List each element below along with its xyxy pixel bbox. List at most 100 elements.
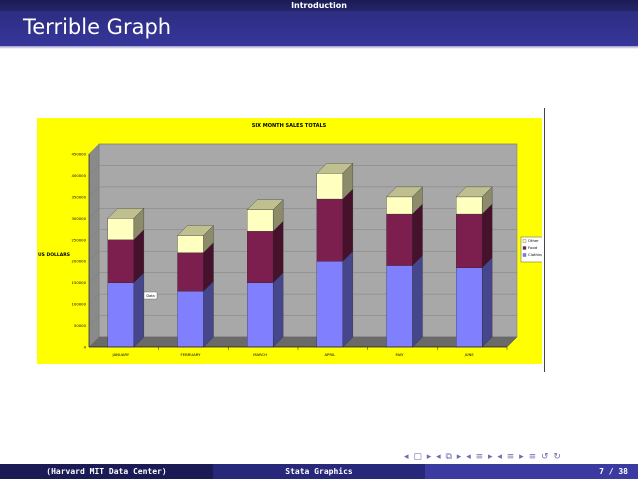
annotation-text: Data: [146, 294, 154, 298]
nav-align-icon[interactable]: ≡: [528, 452, 538, 462]
bar-stack: [107, 207, 145, 348]
y-tick-label: 0: [84, 345, 87, 350]
bar-segment: [386, 265, 413, 348]
chart-title: SIX MONTH SALES TOTALS: [252, 123, 327, 129]
bar-segment-side: [482, 203, 493, 269]
legend-label: Clothing: [528, 252, 542, 257]
frame-title-bar: Terrible Graph: [0, 11, 638, 46]
gridline: [88, 208, 517, 219]
x-tick-label: APRIL: [324, 352, 336, 357]
bar-segment-side: [273, 220, 284, 284]
nav-loop-icon[interactable]: ↺ ↻: [541, 452, 562, 462]
legend-label: Other: [528, 238, 539, 243]
chart-image: 0 50000 100000 150000 200000 250000 300000 3500…: [37, 118, 544, 364]
gridline: [88, 293, 517, 305]
nav-section-icon[interactable]: ◂ ≡ ▸: [466, 452, 494, 462]
bar-segment-side: [482, 257, 493, 348]
plot-floor: [88, 336, 518, 348]
bar-segment: [456, 267, 483, 348]
legend-label: Food: [528, 245, 538, 250]
y-tick-label: 300000: [72, 216, 87, 221]
gridlines: [88, 143, 517, 348]
gridline: [88, 143, 517, 155]
y-tick-label: 150000: [72, 280, 87, 285]
legend-swatch: [522, 246, 527, 250]
bar-stack: [455, 186, 493, 348]
y-tick-label: 50000: [74, 323, 87, 328]
bar-segment-top: [107, 208, 145, 219]
bar-segment-top: [246, 199, 284, 210]
bar-segment: [247, 282, 274, 348]
x-tick-label: MAY: [396, 352, 405, 357]
bar-segment-top: [316, 163, 354, 174]
x-tick-label: JANUARY: [112, 352, 130, 357]
bar-segment: [107, 239, 134, 283]
bar-segment-side: [203, 280, 214, 348]
title-shadow: [0, 46, 638, 49]
bar-segment: [386, 213, 413, 266]
section-bar: Introduction: [0, 0, 638, 11]
bar-segment: [316, 198, 343, 262]
x-tick-label: FEBRUARY: [181, 352, 202, 357]
frame-title: Terrible Graph: [23, 15, 172, 39]
plot-back-wall: [98, 143, 518, 338]
footer: (Harvard MIT Data Center) Stata Graphics…: [0, 464, 638, 479]
frame-divider: [544, 108, 545, 372]
navigation-symbols[interactable]: ◂ ▢ ▸ ◂ ⧉ ▸ ◂ ≡ ▸ ◂ ≡ ▸ ≡ ↺ ↻: [404, 452, 562, 462]
bar-segment-side: [342, 250, 353, 348]
bar-segment-top: [177, 225, 214, 236]
bar-segment-top: [455, 186, 493, 198]
bar-segment-side: [133, 272, 144, 348]
bar-segment-side: [412, 203, 423, 266]
data-annotation: Data: [143, 291, 158, 300]
gridline: [88, 272, 517, 283]
nav-subsection-icon[interactable]: ◂ ⧉ ▸: [436, 452, 463, 462]
y-tick-label: 350000: [72, 194, 87, 199]
bar-stack: [316, 162, 354, 348]
bar-segment: [247, 231, 274, 283]
bar-stack: [177, 225, 214, 348]
footer-title: Stata Graphics: [213, 464, 425, 479]
y-tick-label: 200000: [72, 259, 87, 264]
footer-page-number: 7 / 38: [425, 464, 638, 479]
plot-side-wall: [88, 143, 100, 348]
gridline: [88, 336, 517, 348]
x-tick-labels: JANUARY FEBRUARY MARCH APRIL MAY JUNE: [88, 154, 508, 357]
gridline: [88, 251, 517, 262]
bar-segment: [107, 218, 134, 240]
legend-swatch: [522, 239, 527, 243]
y-tick-label: 250000: [72, 237, 87, 242]
bar-segment: [177, 252, 204, 292]
bar-segment-side: [412, 255, 423, 348]
bar-segment: [456, 196, 483, 215]
bar-stack: [246, 199, 284, 348]
legend-swatch: [522, 253, 527, 257]
footer-author: (Harvard MIT Data Center): [0, 464, 213, 479]
bar-segment-top: [386, 186, 423, 198]
gridline: [88, 229, 517, 240]
section-title[interactable]: Introduction: [291, 1, 347, 10]
gridline: [88, 165, 517, 176]
y-tick-label: 450000: [72, 152, 87, 157]
bar-segment: [316, 261, 343, 348]
y-tick-label: 100000: [72, 302, 87, 307]
gridline: [88, 186, 517, 198]
bar-segment: [107, 282, 134, 348]
bar-segment: [177, 291, 204, 348]
chart-svg: 0 50000 100000 150000 200000 250000 300000 3500…: [38, 123, 544, 357]
y-tick-labels: 0 50000 100000 150000 200000 250000 300000 3500…: [72, 152, 87, 350]
y-axis-label: US DOLLARS: [38, 252, 70, 258]
nav-prev-frame-icon[interactable]: ◂ ▢ ▸: [404, 452, 433, 462]
bar-stack: [386, 186, 423, 348]
bar-segment: [177, 235, 204, 253]
bar-segment: [316, 173, 343, 200]
bar-segment: [456, 213, 483, 268]
gridline: [88, 315, 517, 326]
y-tick-label: 400000: [72, 173, 87, 178]
bar-segment-side: [342, 188, 353, 262]
bar-segment-side: [273, 272, 284, 348]
legend: Other Food Clothing: [520, 236, 544, 263]
nav-next-section-icon[interactable]: ◂ ≡ ▸: [497, 452, 525, 462]
bar-segment: [247, 209, 274, 232]
plot-area: [88, 143, 518, 348]
